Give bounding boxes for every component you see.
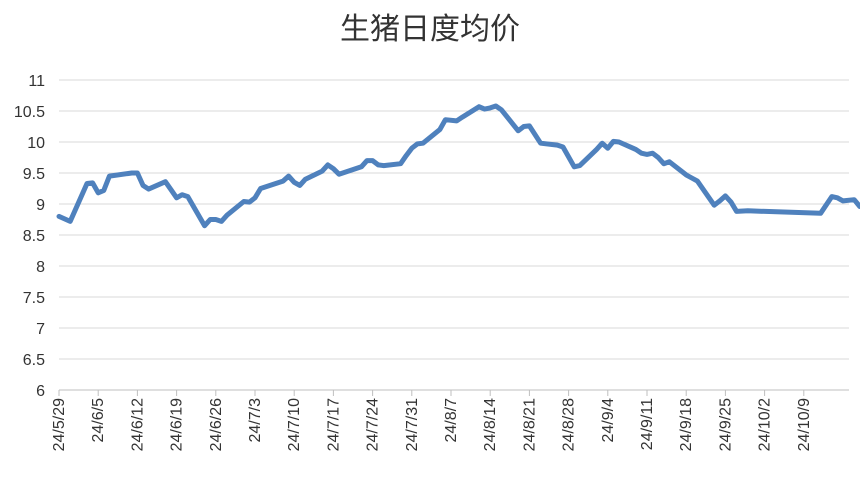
gridlines	[59, 79, 849, 360]
y-tick-label: 8	[36, 259, 45, 276]
x-tick-label: 24/6/5	[90, 398, 107, 443]
x-axis-ticks: 24/5/29 24/6/5 24/6/12 24/6/19 24/6/26 24/7/3…	[51, 398, 813, 451]
x-tick-label: 24/7/10	[286, 398, 303, 451]
chart-title: 生猪日度均价	[340, 12, 520, 47]
x-tick-label: 24/9/25	[717, 398, 734, 451]
series-line	[56, 103, 860, 229]
x-tick-label: 24/9/4	[600, 398, 617, 443]
x-tick-label: 24/7/3	[247, 398, 264, 443]
y-tick-label: 9.5	[23, 166, 45, 183]
x-tick-label: 24/7/31	[404, 398, 421, 451]
x-tick-label: 24/10/9	[796, 398, 813, 451]
x-tick-label: 24/8/28	[561, 398, 578, 451]
y-tick-label: 10.5	[14, 104, 45, 121]
y-tick-label: 7.5	[23, 290, 45, 307]
y-tick-label: 10	[27, 135, 45, 152]
x-tick-label: 24/6/12	[129, 398, 146, 451]
x-tick-label: 24/9/11	[639, 398, 656, 450]
x-tick-label: 24/9/18	[678, 398, 695, 451]
x-axis	[58, 389, 849, 396]
y-tick-label: 7	[36, 321, 45, 338]
x-tick-label: 24/6/19	[169, 398, 186, 451]
y-tick-label: 6.5	[23, 352, 45, 369]
y-tick-label: 9	[36, 197, 45, 214]
x-tick-label: 24/5/29	[51, 398, 68, 451]
y-tick-label: 11	[28, 73, 45, 90]
y-tick-label: 6	[36, 383, 45, 400]
x-tick-label: 24/6/26	[208, 398, 225, 451]
x-tick-label: 24/8/21	[521, 398, 538, 451]
y-axis-ticks: 6 6.5 7 7.5 8 8.5 9 9.5 10 10.5 11	[14, 73, 45, 400]
series-layer	[56, 103, 860, 229]
x-tick-label: 24/8/14	[482, 398, 499, 451]
x-tick-label: 24/7/17	[325, 398, 342, 451]
y-tick-label: 8.5	[23, 228, 45, 245]
x-tick-label: 24/7/24	[365, 398, 382, 451]
x-tick-label: 24/8/7	[443, 398, 460, 443]
x-tick-label: 24/10/2	[757, 398, 774, 451]
